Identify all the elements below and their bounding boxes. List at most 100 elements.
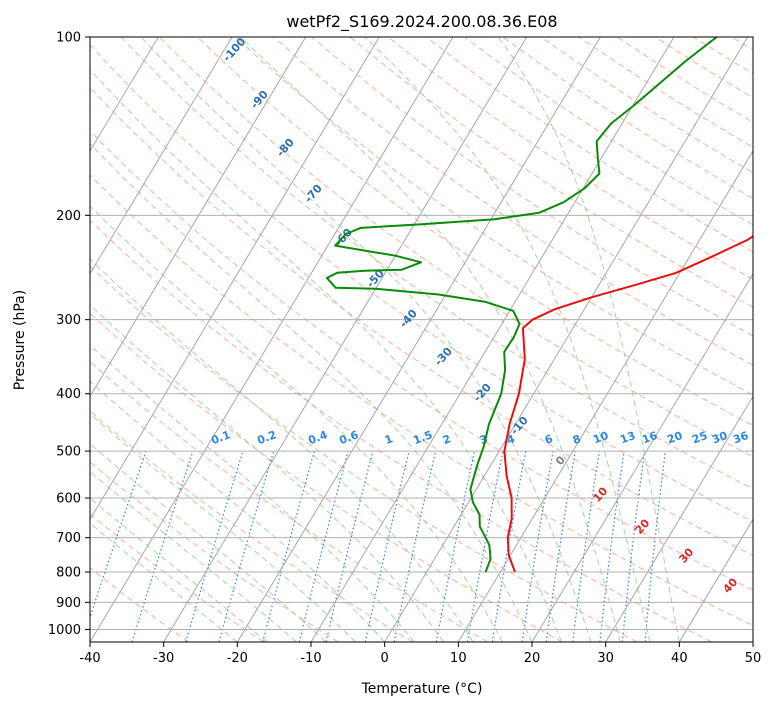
background-lines [0,37,753,642]
moist-adiabat [90,142,533,642]
mixing-ratio-line [218,450,275,642]
dry-adiabat-label: -100 [220,35,248,64]
y-tick-label: 900 [56,596,81,611]
y-tick-label: 200 [56,209,81,224]
sounding-series [325,37,753,573]
dry-adiabat [90,265,638,642]
mixing-ratio-line [521,450,554,642]
plot-frame [89,36,754,643]
mixing-ratio-line [131,450,194,642]
dry-adiabat [90,513,264,642]
dry-adiabat [616,37,753,123]
dry-adiabat-label: 10 [590,484,610,504]
dry-adiabat [158,37,753,458]
dry-adiabat-label: 0 [553,453,568,468]
x-tick-label: -10 [300,651,321,666]
x-tick-label: 20 [524,651,541,666]
y-tick-label: 700 [56,531,81,546]
mixing-ratio-label: 0.1 [209,428,232,447]
dry-adiabat [349,37,753,308]
isotherm [531,272,753,642]
dry-adiabat [426,37,753,253]
x-tick-label: -30 [153,651,174,666]
moist-adiabat [90,413,356,642]
moist-adiabat [90,344,415,642]
mixing-ratio-line [644,451,666,642]
dry-adiabat [90,567,190,642]
isotherm [678,518,753,642]
moist-adiabat [90,258,474,642]
mixing-ratio-label: 13 [618,429,637,446]
dry-adiabat-label: 30 [676,545,696,565]
temperature-line [503,235,753,573]
moist-adiabat [140,37,592,642]
y-tick-label: 100 [56,31,81,46]
mixing-ratio-label: 2 [441,432,453,447]
dry-adiabat [655,37,753,99]
moist-adiabat [90,205,503,642]
mixing-ratio-label: 3 [478,432,490,447]
mixing-ratio-label: 4 [505,432,517,447]
dry-adiabat-label: -70 [302,182,325,206]
x-tick-label: 50 [745,651,762,666]
dry-adiabat [387,37,753,280]
chart-title: wetPf2_S169.2024.200.08.36.E08 [286,12,557,32]
mixing-ratio-line [621,451,646,642]
isotherm [752,641,753,642]
x-tick-label: 10 [450,651,467,666]
dry-adiabat [90,461,339,642]
dry-adiabat [90,410,414,642]
isotherm [0,37,11,642]
moist-adiabat [90,471,297,642]
dry-adiabat [540,37,753,174]
mixing-ratio-line [545,451,576,642]
mixing-ratio-label: 6 [543,432,555,447]
x-tick-label: -20 [227,651,248,666]
mixing-ratio-label: 30 [710,429,729,447]
mixing-ratio-label: 0.2 [255,428,278,447]
moist-adiabat [90,304,445,642]
x-axis-ticks: -40 -30 -20 -10 0 10 20 30 40 50 [79,642,761,666]
dry-adiabat-label: 40 [720,575,740,595]
mixing-ratio-line [393,450,437,642]
isotherm [90,37,233,275]
dry-adiabat-label: 20 [632,516,652,536]
x-axis-label: Temperature (°C) [361,681,483,697]
dry-adiabat [90,360,488,642]
mixing-ratio-label: 20 [665,429,684,447]
mixing-ratio-label: 1.5 [411,428,434,447]
dry-adiabat-label: -40 [397,307,420,331]
mixing-ratio-line [262,450,315,642]
isotherm [605,395,753,642]
mixing-ratio-line [185,450,244,642]
mixing-ratio-label: 25 [690,429,709,446]
dry-adiabat [90,219,712,642]
y-tick-label: 600 [56,492,81,507]
dry-adiabat-label: -90 [248,88,271,112]
dewpoint-line [325,37,718,573]
dry-adiabat-label: -20 [471,381,494,405]
y-tick-label: 500 [56,445,81,460]
mixing-ratio-label: 36 [731,429,750,447]
isotherm [90,37,380,521]
y-tick-label: 300 [56,313,81,328]
isopleth-labels: -100-90-80-70-60-50-40-30-20-10010203040… [209,35,750,596]
mixing-ratio-line [572,451,601,642]
mixing-ratio-line [325,450,374,642]
x-tick-label: 30 [597,651,614,666]
dry-adiabat [90,312,563,642]
mixing-ratio-line [298,450,349,642]
y-tick-label: 400 [56,387,81,402]
isotherm [90,37,159,152]
mixing-ratio-label: 0.6 [337,428,360,447]
moist-adiabat [90,522,238,642]
dry-adiabat-label: -80 [274,136,297,160]
moist-adiabat [364,37,651,642]
moist-adiabat [90,497,268,642]
moist-adiabat [90,380,386,642]
mixing-ratio-line [599,451,625,642]
y-axis-ticks: 1000 900 800 700 600 500 400 300 200 100 [48,31,90,638]
x-tick-label: 40 [671,651,688,666]
mixing-ratio-label: 1 [383,432,395,447]
